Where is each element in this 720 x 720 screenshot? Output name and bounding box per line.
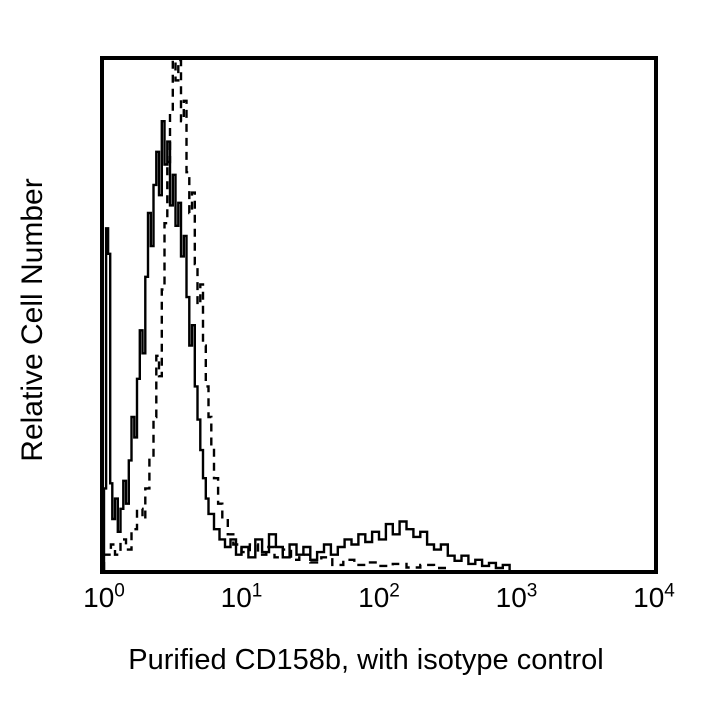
dashed-histogram-curve	[103, 59, 449, 570]
x-tick-exponent: 2	[389, 580, 400, 602]
x-tick-10e1: 101	[220, 580, 263, 613]
plot-frame	[100, 56, 658, 574]
x-tick-10e4: 104	[633, 580, 675, 613]
x-tick-exponent: 0	[114, 580, 125, 602]
x-tick-exponent: 3	[526, 580, 538, 602]
x-tick-10e0: 100	[83, 580, 125, 613]
x-tick-exponent: 1	[251, 580, 263, 602]
x-tick-exponent: 4	[664, 580, 675, 602]
y-axis-label: Relative Cell Number	[16, 178, 49, 462]
x-tick-10e3: 103	[495, 580, 538, 613]
solid-histogram-curve	[103, 120, 511, 570]
x-tick-10e2: 102	[358, 580, 400, 613]
x-axis-label: Purified CD158b, with isotype control	[128, 644, 604, 676]
